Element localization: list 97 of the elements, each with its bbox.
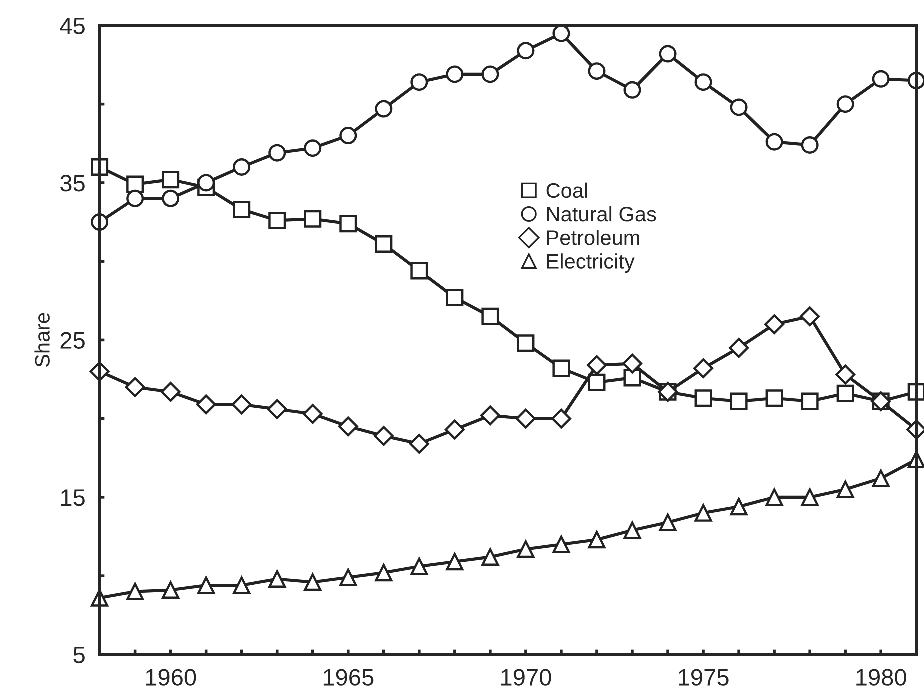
point	[836, 480, 854, 498]
y-axis-title: Share	[34, 313, 50, 368]
point	[304, 574, 322, 592]
point	[409, 434, 430, 454]
y-tick-label: 5	[74, 647, 85, 664]
point	[374, 426, 394, 446]
point	[446, 289, 464, 306]
point	[836, 384, 854, 402]
point	[516, 408, 536, 429]
point	[730, 98, 748, 116]
point	[126, 176, 144, 194]
point	[800, 306, 820, 327]
point	[375, 564, 393, 582]
point	[730, 498, 748, 516]
point	[694, 504, 712, 522]
point	[694, 74, 712, 92]
point	[340, 127, 358, 145]
point	[517, 42, 535, 60]
x-tick-label: 1970	[501, 669, 552, 686]
point	[304, 140, 322, 158]
point	[410, 262, 428, 280]
point	[162, 190, 180, 208]
point	[624, 522, 642, 540]
x-tick-label: 1965	[324, 669, 374, 686]
point	[375, 236, 393, 254]
point	[446, 553, 464, 571]
point	[872, 470, 890, 488]
point	[766, 488, 784, 506]
point	[517, 334, 535, 352]
point	[482, 308, 500, 326]
point	[304, 210, 322, 228]
y-tick-label: 15	[61, 490, 85, 506]
point	[198, 174, 216, 192]
point	[233, 200, 251, 218]
point	[302, 404, 323, 424]
point	[125, 377, 146, 398]
point	[872, 70, 890, 88]
point	[196, 394, 216, 415]
point	[694, 390, 712, 408]
point	[624, 369, 642, 387]
point	[552, 408, 572, 429]
point	[410, 558, 428, 576]
point	[162, 171, 180, 189]
point	[482, 548, 500, 566]
y-tick-label: 25	[60, 332, 85, 349]
point	[552, 360, 570, 378]
point	[766, 133, 784, 151]
point	[340, 215, 358, 233]
legend-label: Petroleum	[547, 230, 640, 246]
point	[480, 406, 500, 426]
point	[801, 136, 819, 154]
y-tick-label: 45	[60, 18, 85, 35]
point	[446, 66, 464, 84]
point	[340, 568, 358, 586]
point	[622, 354, 642, 374]
point	[588, 531, 606, 549]
point	[162, 581, 180, 599]
point	[836, 96, 854, 114]
point	[375, 100, 393, 118]
point	[268, 212, 286, 230]
point	[801, 392, 819, 410]
point	[552, 536, 570, 554]
point	[232, 394, 252, 415]
point	[160, 382, 181, 402]
legend-label: Natural Gas	[547, 206, 656, 222]
point	[233, 158, 251, 176]
point	[836, 364, 856, 385]
point	[482, 66, 500, 84]
point	[659, 514, 677, 532]
point	[233, 576, 251, 594]
point	[410, 74, 428, 92]
point	[624, 81, 642, 99]
y-tick-label: 35	[60, 175, 85, 192]
point	[126, 190, 144, 208]
x-tick-label: 1960	[146, 669, 196, 686]
point	[730, 392, 748, 410]
x-tick-label: 1980	[856, 669, 906, 686]
point	[588, 374, 606, 392]
point	[126, 583, 144, 601]
point	[588, 62, 606, 80]
point	[198, 576, 216, 594]
point	[766, 390, 784, 408]
point	[267, 399, 288, 420]
point	[729, 338, 749, 358]
point	[694, 358, 714, 378]
point	[764, 314, 784, 334]
point	[268, 570, 286, 588]
point	[268, 144, 286, 162]
point	[444, 420, 465, 440]
point	[659, 45, 677, 63]
point	[587, 355, 607, 376]
legend-label: Coal	[546, 182, 588, 198]
point	[801, 488, 819, 506]
point	[338, 416, 358, 437]
point	[517, 540, 535, 558]
x-tick-label: 1975	[679, 669, 729, 686]
legend-label: Electricity	[547, 254, 635, 274]
